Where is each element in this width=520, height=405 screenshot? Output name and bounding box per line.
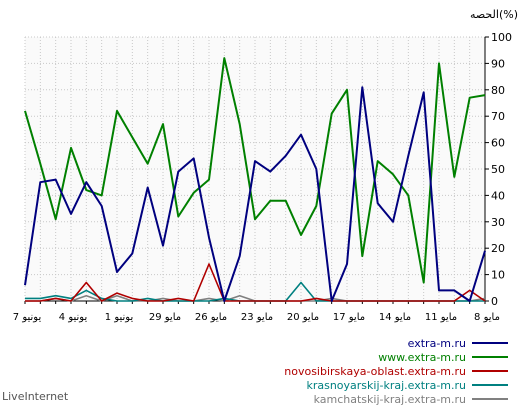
legend-label: krasnoyarskij-kraj.extra-m.ru bbox=[306, 379, 466, 392]
y-axis-ticks: 0 10 20 30 40 50 60 70 80 90 100 bbox=[485, 31, 512, 308]
y-tick-label: 90 bbox=[491, 57, 505, 70]
series-line-2 bbox=[24, 57, 486, 284]
legend-label: www.extra-m.ru bbox=[378, 351, 466, 364]
x-axis-ticks: 7 يونيو 4 يونيو 1 يونيو 29 مايو 26 مايو 23 ما… bbox=[13, 301, 500, 323]
y-tick-label: 10 bbox=[491, 269, 505, 282]
y-tick-label: 0 bbox=[491, 295, 498, 308]
x-tick-label: 14 مايو bbox=[379, 312, 411, 323]
y-axis-label: الحصه(%) bbox=[470, 8, 518, 21]
x-tick-label: 8 مايو bbox=[474, 312, 500, 323]
series-line-1 bbox=[24, 86, 486, 302]
legend-label: novosibirskaya-oblast.extra-m.ru bbox=[284, 365, 466, 378]
y-tick-label: 50 bbox=[491, 163, 505, 176]
y-tick-label: 80 bbox=[491, 84, 505, 97]
y-tick-label: 30 bbox=[491, 216, 505, 229]
x-tick-label: 11 مايو bbox=[425, 312, 457, 323]
legend-label: kamchatskij-kraj.extra-m.ru bbox=[314, 393, 466, 405]
x-tick-label: 4 يونيو bbox=[59, 312, 88, 323]
chart-grid bbox=[24, 36, 486, 302]
x-tick-label: 29 مايو bbox=[149, 312, 181, 323]
legend-label: extra-m.ru bbox=[408, 337, 466, 350]
y-tick-label: 20 bbox=[491, 242, 505, 255]
x-tick-label: 1 يونيو bbox=[105, 312, 134, 323]
x-tick-label: 17 مايو bbox=[333, 312, 365, 323]
chart-series bbox=[24, 57, 486, 302]
chart-legend: extra-m.ruwww.extra-m.runovosibirskaya-o… bbox=[284, 337, 508, 405]
x-tick-label: 26 مايو bbox=[195, 312, 227, 323]
x-tick-label: 23 مايو bbox=[241, 312, 273, 323]
y-tick-label: 70 bbox=[491, 110, 505, 123]
y-tick-label: 60 bbox=[491, 137, 505, 150]
x-tick-label: 20 مايو bbox=[287, 312, 319, 323]
x-tick-label: 7 يونيو bbox=[13, 312, 42, 323]
series-line-3 bbox=[25, 263, 486, 302]
footer-brand: LiveInternet bbox=[2, 390, 69, 403]
y-tick-label: 40 bbox=[491, 189, 505, 202]
y-tick-label: 100 bbox=[491, 31, 512, 44]
